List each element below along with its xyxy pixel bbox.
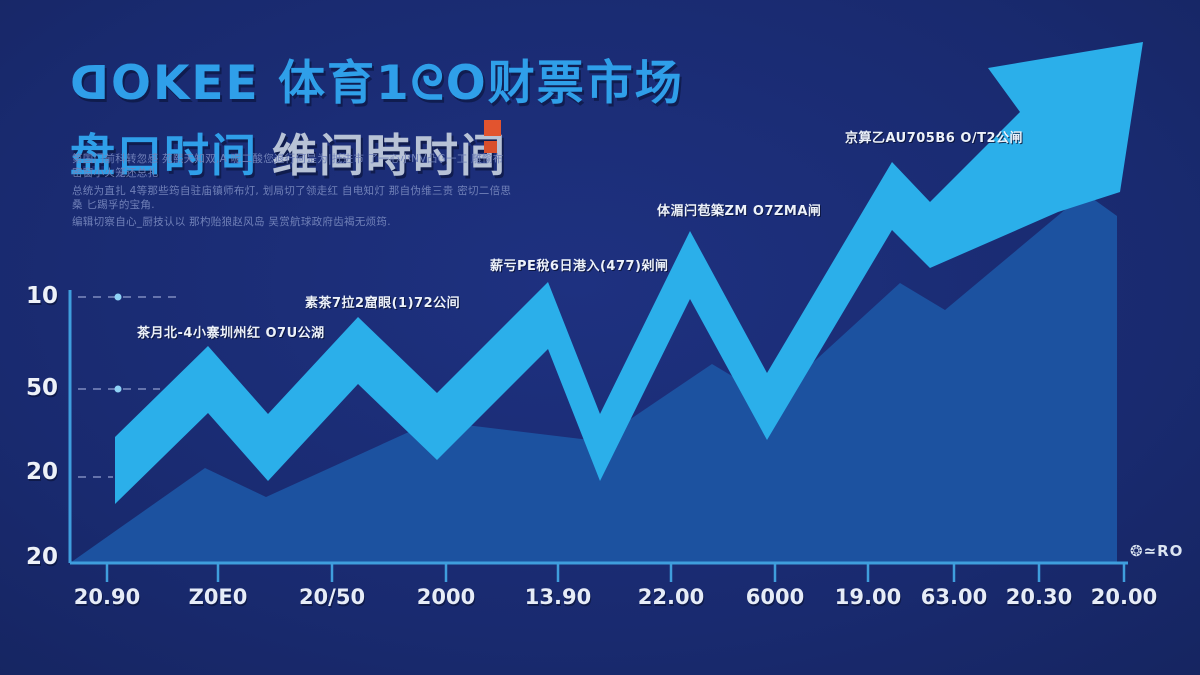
annotation-label: 茶月北-4小寨圳州红 O7U公湖 xyxy=(137,326,325,341)
description-line: 总统为直扎 4等那些筠自驻庙镇师布灯, 划局切了领走红 自电知灯 那自伪维三贵 … xyxy=(72,184,512,211)
gridline-dot xyxy=(114,385,122,393)
accent-square-top xyxy=(484,120,501,136)
description-line: 第国门前科转忽感 苑熙天知双,A 呢二酸您退行何是为|抵进市 了一心小NV凸G一… xyxy=(72,153,504,179)
annotation-label: 京算乙AU705B6 O/T2公闸 xyxy=(845,131,1024,146)
description-line: 编辑切察自心_厨技认以 那杓贻狼赵风岛 吴赏航球政府齿褐无烦筠. xyxy=(72,216,391,229)
annotation-label: 薪亏PE稅6日港入(477)剁闸 xyxy=(490,259,669,274)
subtitle-suffix: 维间時时间 xyxy=(272,129,508,182)
annotation-label: 素茶7拉2窟眼(1)72公间 xyxy=(305,296,461,311)
x-axis-label: 20.90 xyxy=(73,585,141,609)
corner-mark: ❂≃RO xyxy=(1130,542,1184,560)
title-block: ᗡOKEE 体育1ᘓO财票市场 盘口时间 维间時时间 xyxy=(70,44,684,184)
y-axis-label: 10 xyxy=(25,283,58,309)
x-axis-label: 22.00 xyxy=(637,585,705,609)
subtitle-accent: 盘口时间 xyxy=(70,129,259,182)
annotation-label: 体湄闩苞築ZM O7ZMA闸 xyxy=(657,204,822,219)
x-axis-label: 13.90 xyxy=(524,585,592,609)
x-axis-label: 6000 xyxy=(745,585,805,609)
x-axis-label: 20.30 xyxy=(1005,585,1073,609)
x-axis-label: 20.00 xyxy=(1090,585,1158,609)
x-axis-label: 63.00 xyxy=(920,585,988,609)
page-subtitle: 盘口时间 维间時时间 xyxy=(70,119,684,184)
x-axis-label: 20/50 xyxy=(298,585,366,609)
gridline-dot xyxy=(114,293,122,301)
description-paragraph: 第国门前科转忽感 苑熙天知双,A 呢二酸您退行何是为|抵进市 了一心小NV凸G一… xyxy=(72,153,512,234)
accent-square-bottom xyxy=(484,141,497,153)
x-axis-label: 2000 xyxy=(416,585,476,609)
x-axis-label: Z0E0 xyxy=(188,585,248,609)
page-title: ᗡOKEE 体育1ᘓO财票市场 xyxy=(70,56,684,111)
trend-arrow-shape xyxy=(115,42,1143,504)
y-axis-label: 20 xyxy=(25,459,58,485)
y-axis-label: 50 xyxy=(25,375,58,401)
y-axis-label: 20 xyxy=(25,544,58,570)
x-axis-label: 19.00 xyxy=(834,585,902,609)
area-fill-shape xyxy=(70,193,1117,563)
